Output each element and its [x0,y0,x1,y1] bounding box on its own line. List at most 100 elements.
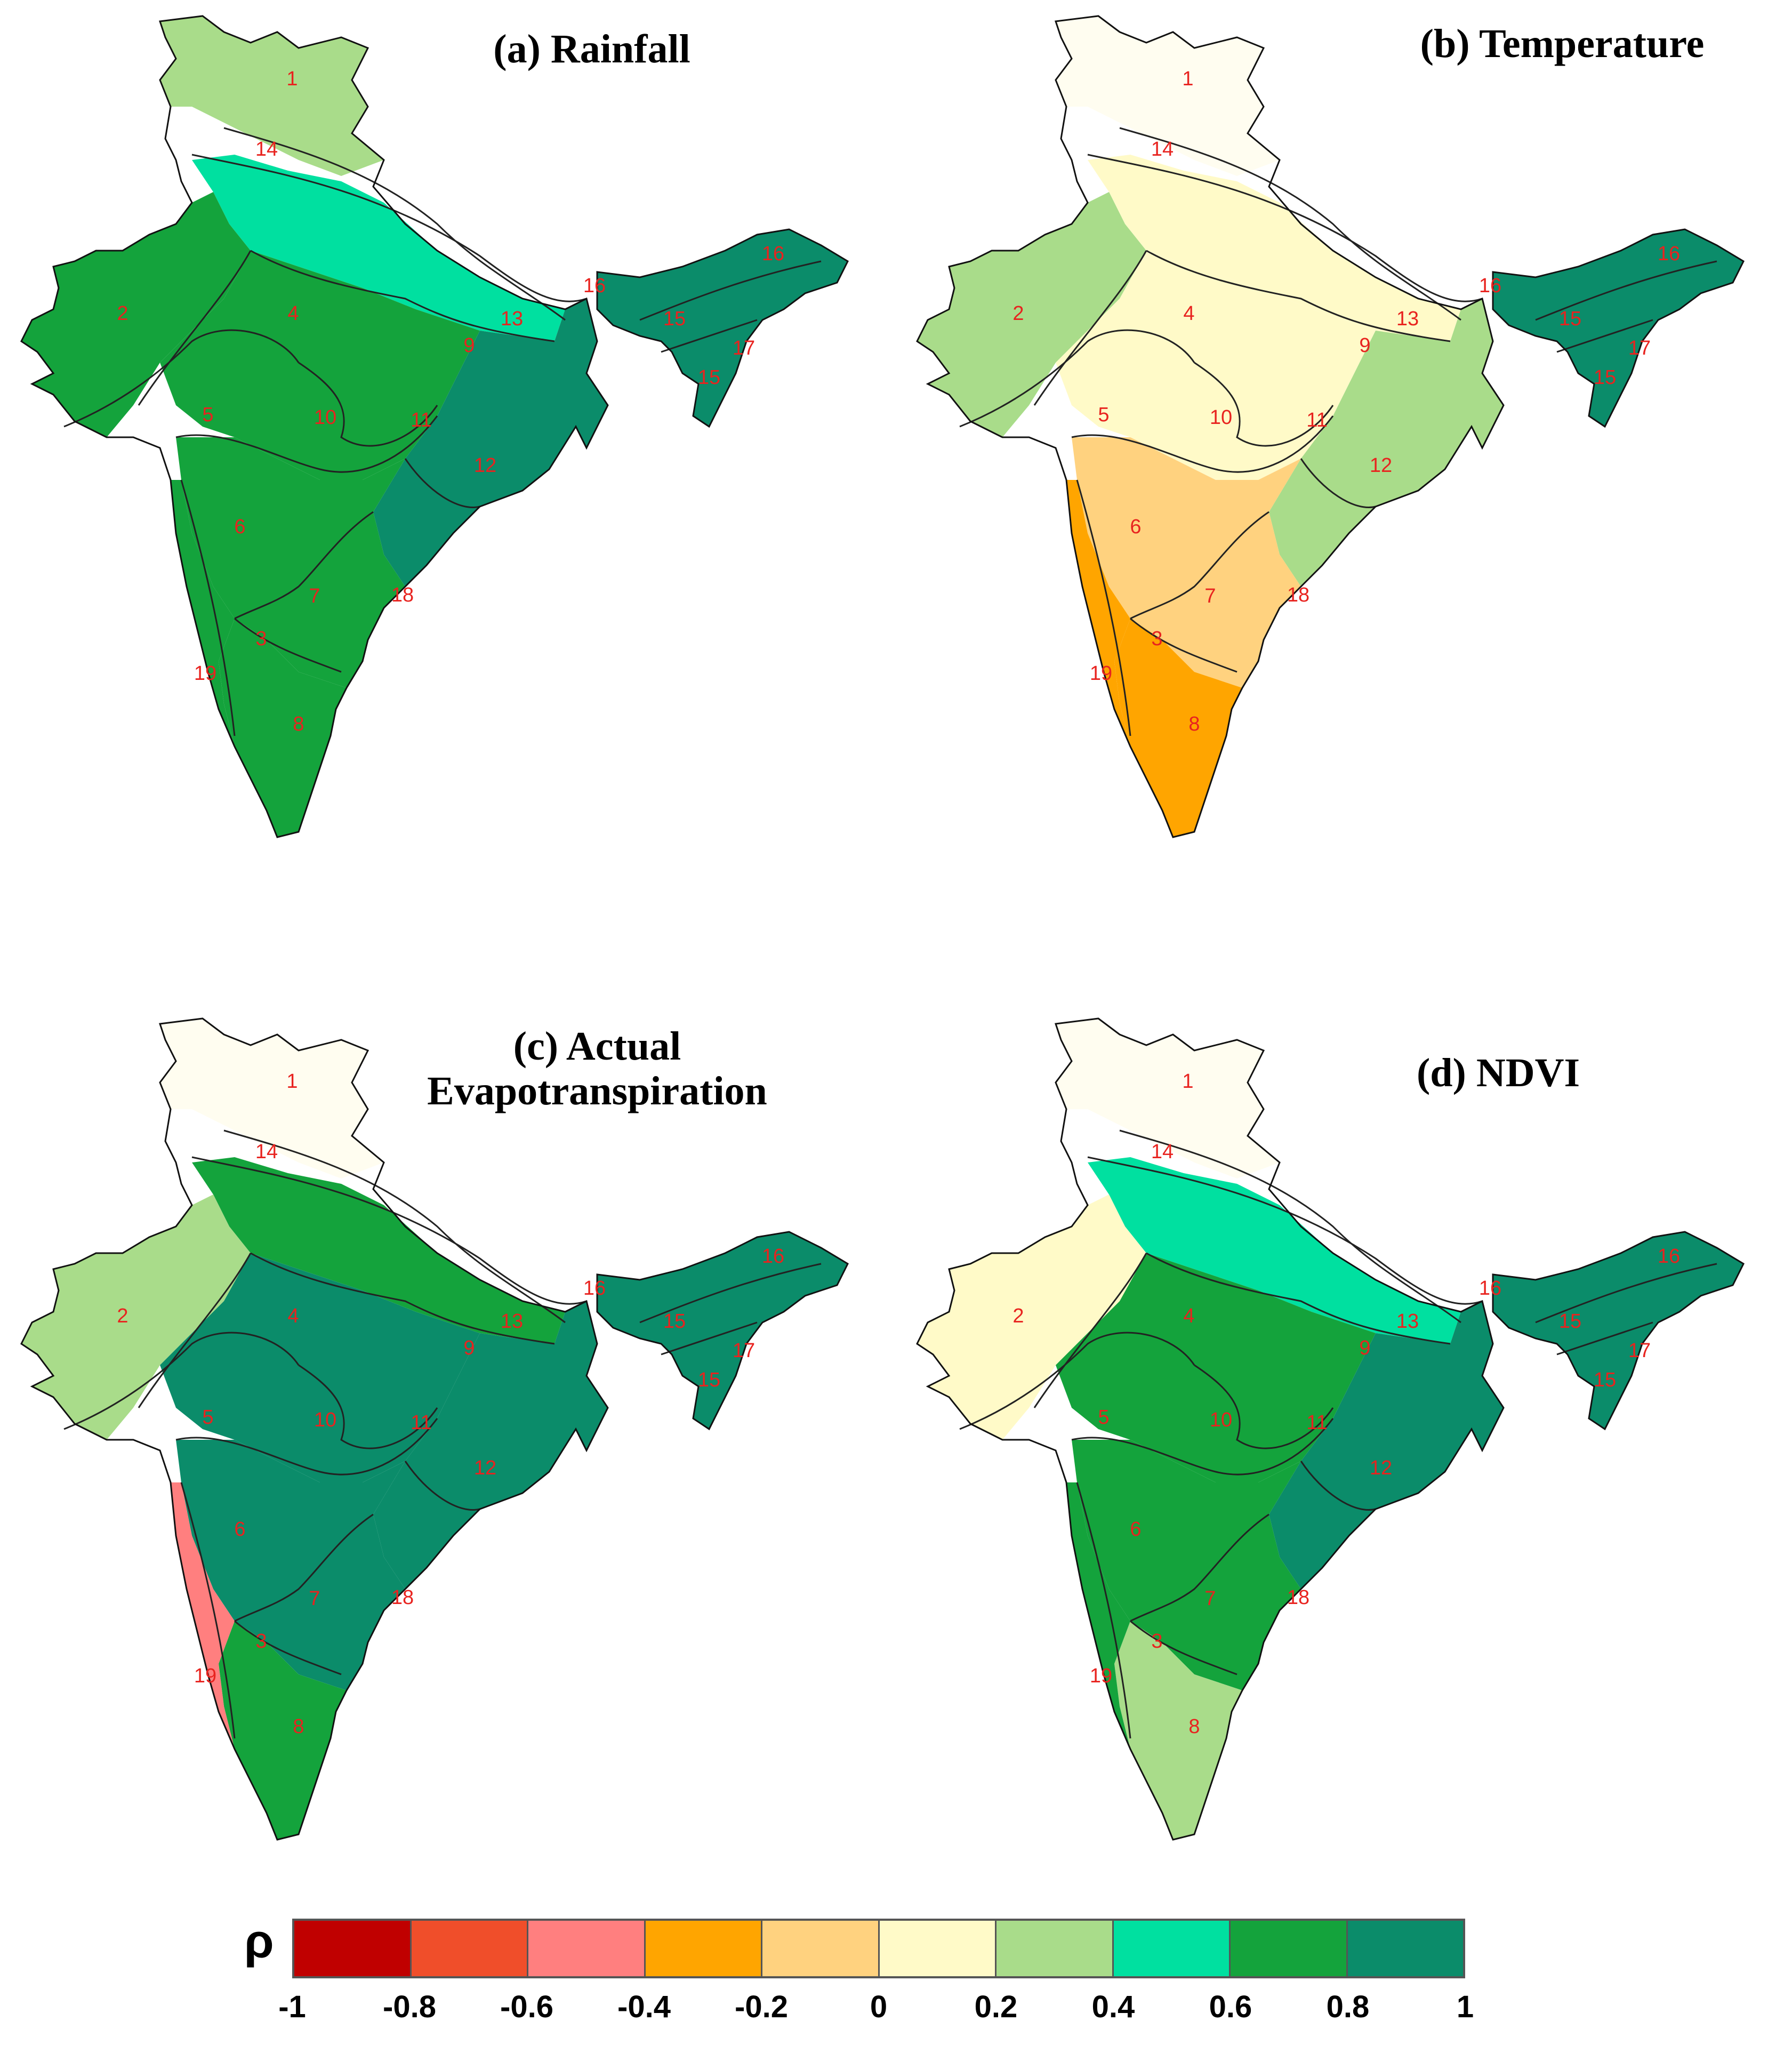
zone-boundary [250,1252,555,1345]
zone-label: 16 [1658,243,1680,265]
region-north [160,16,384,176]
zone-label: 8 [1188,713,1200,735]
zone-boundary [1130,511,1269,620]
zone-boundary [223,127,566,321]
zone-label: 16 [583,1277,606,1300]
zone-boundary [223,1129,566,1324]
zone-boundary [959,1332,1195,1430]
zone-label: 13 [1396,308,1419,330]
zone-label: 9 [463,334,475,357]
region-ne [1493,1232,1743,1429]
panel-temperature: 1 2 3 4 5 6 7 8 9 10 11 12 13 14 15 15 16 16 17 18 19 (b) Te… [896,0,1791,864]
zone-label: 14 [1151,138,1174,161]
country-outline [20,1017,609,1841]
region-west_coast [1066,480,1130,747]
zone-label: 15 [1594,366,1616,389]
country-outline [596,1231,849,1431]
region-gangetic [192,155,565,341]
region-ne [597,1232,848,1429]
zone-label: 11 [1306,409,1327,431]
zone-label: 13 [501,308,523,330]
zone-label: 12 [474,1457,496,1479]
zone-boundary [1146,250,1451,342]
zone-label: 5 [1098,404,1109,426]
zone-boundary [661,1321,758,1356]
zone-label: 9 [1359,334,1370,357]
zone-label: 19 [1090,1665,1112,1687]
panel-ndvi: 1 2 3 4 5 6 7 8 9 10 11 12 13 14 15 15 16 16 17 18 19 (d) ND… [896,1003,1791,1866]
zone-boundary [1130,1513,1269,1622]
colorbar-tick-label: -1 [278,1990,306,2024]
zone-label: 4 [287,302,299,325]
zone-label: 7 [309,585,320,607]
zone-label: 2 [1012,1305,1024,1327]
panel-rainfall: 1 2 3 4 5 6 7 8 9 10 11 12 13 14 15 15 16 16 17 18 19 (a) Ra… [0,0,896,864]
zone-label: 16 [1658,1245,1680,1268]
zone-label: 14 [1151,1141,1174,1163]
country-outline [916,1017,1505,1841]
zone-label: 14 [255,138,278,161]
region-east [373,299,608,587]
zone-boundary [250,250,555,342]
zone-label: 15 [663,1310,686,1333]
zone-label: 18 [391,584,414,606]
colorbar-tick-label: 1 [1456,1990,1474,2024]
region-east [1269,1301,1504,1589]
zone-label: 6 [234,516,245,538]
zone-boundary [1076,1482,1131,1739]
zone-label: 7 [1204,1587,1216,1610]
zone-boundary [1033,250,1147,406]
region-west_coast [171,480,235,747]
zone-boundary [1556,1321,1653,1356]
region-northwest [917,1194,1146,1440]
panel-title-actual-evapotranspiration: (c) Actual Evapotranspiration [427,1024,767,1113]
zone-label: 15 [698,1369,720,1391]
zone-label: 8 [1188,1715,1200,1738]
zone-label: 17 [733,1340,755,1362]
zone-label: 9 [1359,1337,1370,1359]
zone-boundary [138,1253,252,1408]
zone-label: 4 [1183,1305,1194,1327]
region-south [176,1440,405,1690]
region-gangetic [1088,1157,1461,1344]
colorbar-tick-label: -0.8 [383,1990,436,2024]
colorbar-swatch [1231,1921,1348,1976]
region-central [160,1253,480,1482]
zone-label: 5 [202,404,213,426]
colorbar-swatch [879,1921,997,1976]
country-outline [1492,1231,1745,1431]
zone-boundary [404,458,480,508]
zone-boundary [1119,1129,1461,1324]
colorbar-tick-label: 0.4 [1091,1990,1135,2024]
region-ne [597,229,848,427]
panel-title-ndvi: (d) NDVI [1416,1050,1580,1095]
zone-label: 3 [1151,628,1162,650]
zone-label: 16 [1479,275,1501,297]
zone-label: 3 [255,628,267,650]
zone-label: 18 [1287,584,1309,606]
zone-label: 12 [1370,1457,1392,1479]
region-central [1056,251,1376,480]
region-northwest [917,192,1146,437]
zone-label: 2 [1012,302,1024,325]
zone-boundary [298,1364,438,1449]
zone-boundary [1076,479,1131,736]
zone-boundary [63,329,300,428]
colorbar-tick-label: 0.6 [1209,1990,1252,2024]
zone-label: 5 [1098,1406,1109,1429]
zone-boundary [138,250,252,406]
zone-label: 8 [293,713,304,735]
zone-label: 3 [1151,1630,1162,1653]
legend-symbol: ρ [244,1915,274,1968]
zone-boundary [959,329,1195,428]
zone-label: 18 [1287,1586,1309,1609]
zone-boundary [1535,260,1717,321]
region-south [1072,1440,1301,1690]
zone-label: 1 [1182,68,1193,90]
region-gangetic [1088,155,1461,341]
zone-label: 12 [474,454,496,477]
colorbar-swatch [645,1921,762,1976]
zone-label: 11 [1306,1412,1327,1434]
